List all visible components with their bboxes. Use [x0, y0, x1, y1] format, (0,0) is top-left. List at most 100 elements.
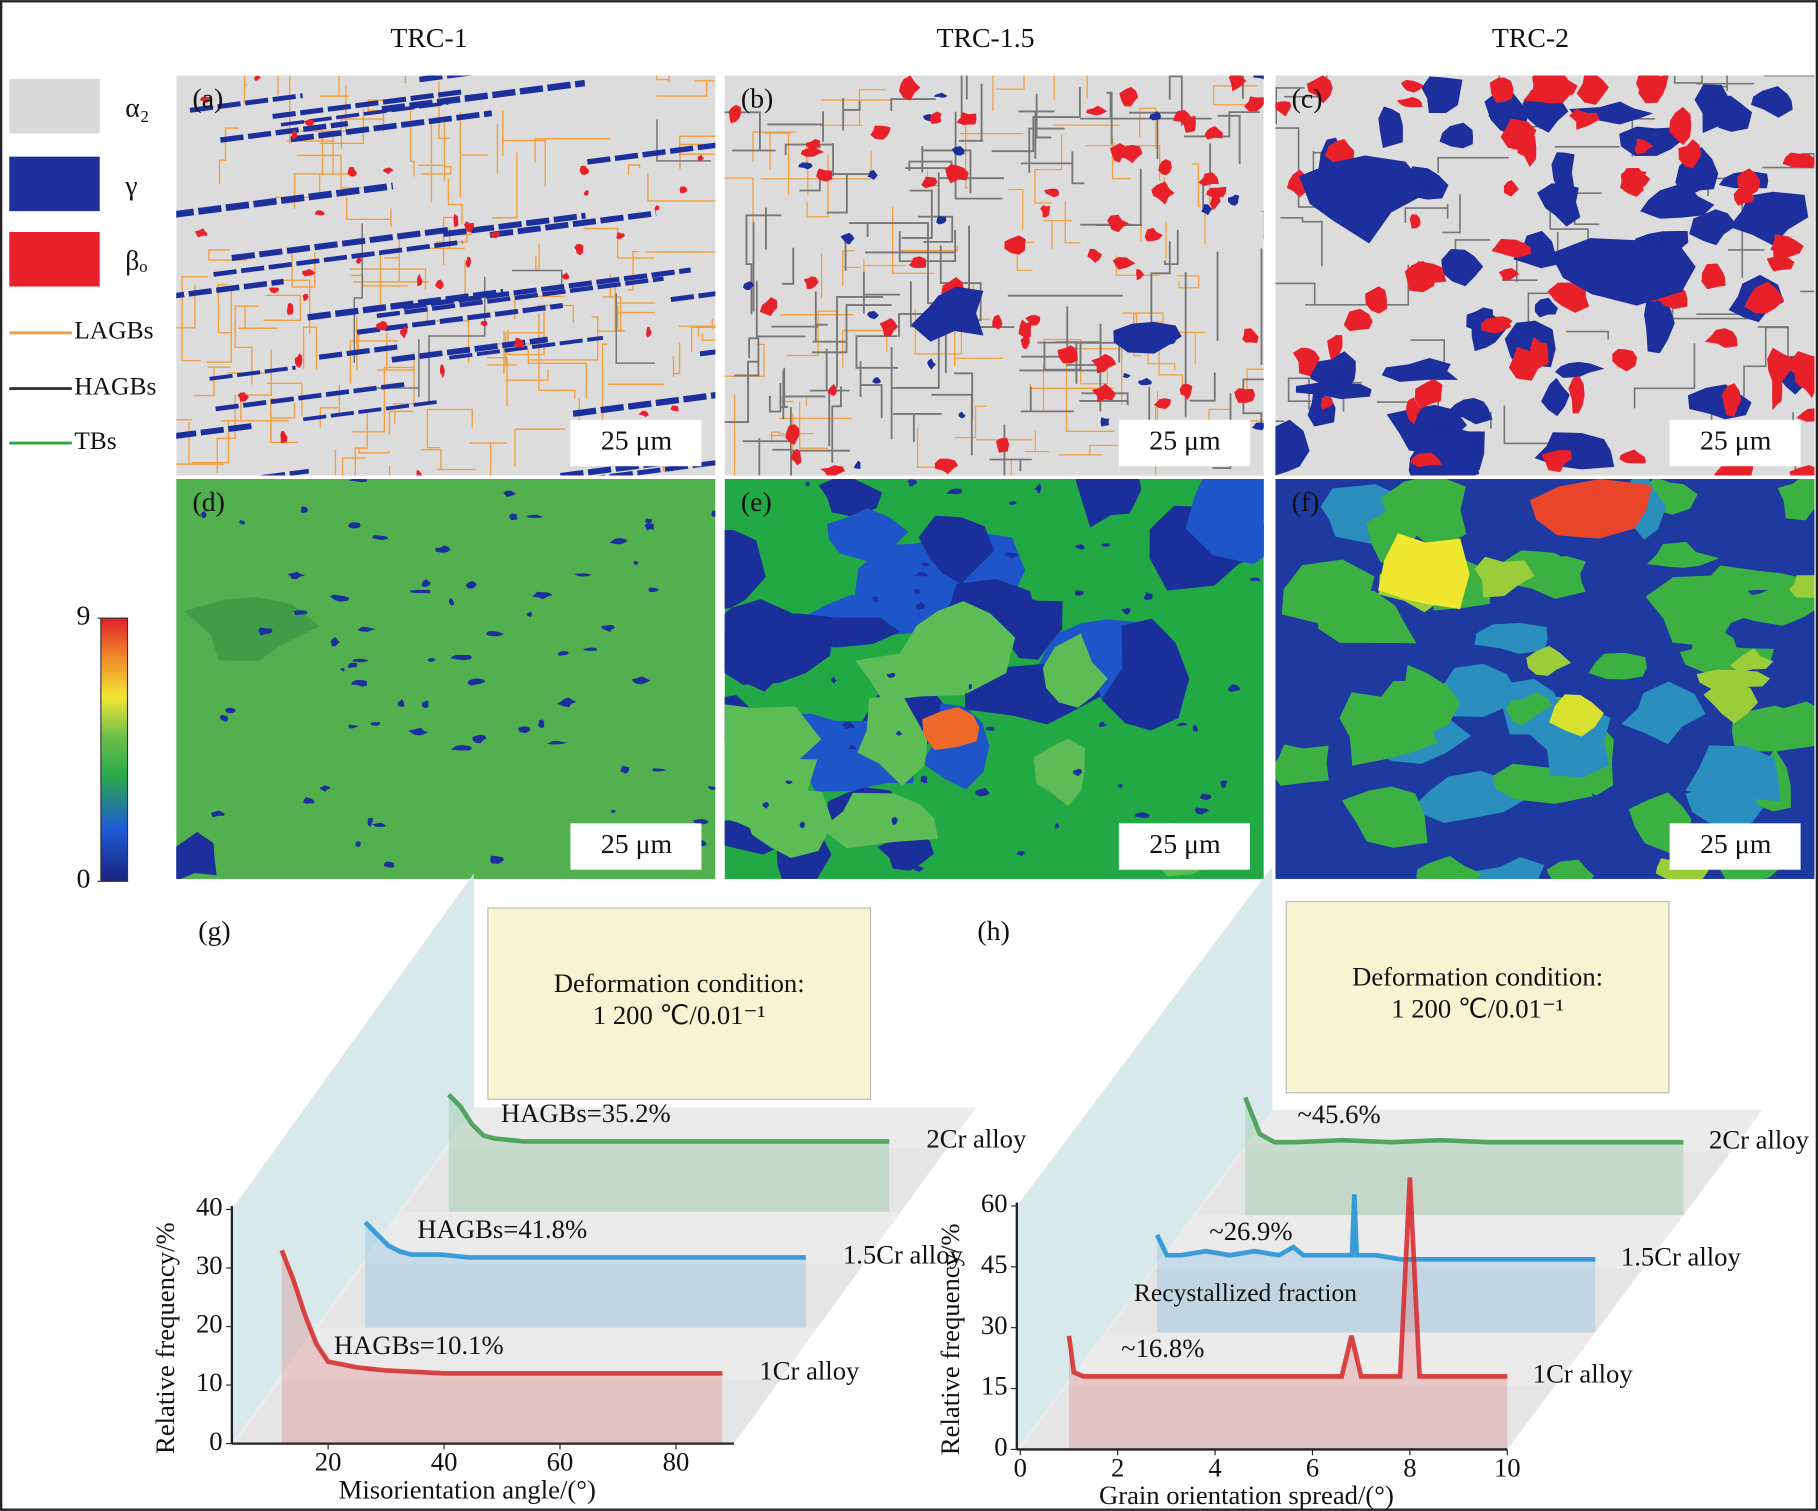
grain	[200, 510, 207, 519]
grain	[1737, 168, 1761, 196]
boundary	[627, 251, 640, 291]
grain	[1546, 859, 1595, 879]
grain	[1474, 556, 1535, 598]
condition-box	[487, 907, 872, 1100]
boundary	[353, 223, 363, 363]
grain	[821, 792, 939, 849]
scale-bar: 25 μm	[1700, 425, 1772, 456]
boundary	[724, 360, 759, 423]
boundary	[724, 111, 776, 152]
grain	[1206, 186, 1227, 199]
boundary	[349, 268, 427, 290]
series-area	[365, 1222, 806, 1328]
grain	[910, 286, 984, 342]
grain	[1327, 334, 1343, 361]
grain	[818, 478, 883, 518]
grain	[257, 627, 273, 636]
grain	[302, 293, 309, 302]
grain	[1645, 575, 1766, 647]
boundary	[291, 251, 316, 288]
grain	[526, 514, 544, 518]
grain	[1016, 851, 1026, 857]
boundary	[1150, 241, 1171, 322]
boundary	[206, 291, 233, 363]
grain	[1242, 328, 1259, 344]
boundary	[771, 323, 828, 328]
y-tick-label: 10	[196, 1367, 223, 1397]
boundary	[302, 326, 318, 370]
boundary	[1410, 339, 1446, 363]
grain	[1295, 382, 1372, 400]
ebsd-map	[724, 75, 1264, 476]
boundary	[176, 422, 224, 465]
grain	[376, 321, 388, 331]
grain	[1121, 608, 1131, 615]
boundary	[678, 135, 716, 157]
grain	[319, 785, 331, 792]
boundary	[421, 166, 452, 175]
panel-label: (b)	[741, 83, 773, 114]
boundary	[1020, 386, 1074, 413]
grain	[397, 698, 405, 707]
gamma-lamella	[213, 239, 463, 277]
grain	[370, 722, 381, 727]
grain	[1227, 194, 1240, 206]
boundary	[176, 284, 196, 329]
gamma-lamella	[176, 182, 394, 218]
grain	[711, 510, 716, 518]
grain	[654, 205, 660, 211]
boundary	[1242, 378, 1264, 423]
grain	[1107, 214, 1129, 233]
boundary	[819, 89, 886, 126]
scale-bar: 25 μm	[1149, 425, 1221, 456]
gamma-lamella	[220, 120, 349, 143]
grain	[1275, 101, 1292, 117]
grain	[1729, 191, 1809, 246]
boundary	[469, 442, 507, 476]
boundary	[1043, 220, 1072, 250]
grain	[877, 834, 934, 871]
scale-bar: 25 μm	[601, 425, 673, 456]
grain	[1275, 744, 1329, 786]
grain	[1275, 419, 1310, 476]
grain	[929, 111, 942, 124]
y-tick-label: 45	[981, 1249, 1008, 1279]
grain	[799, 821, 805, 829]
grain	[237, 392, 250, 402]
grain	[1444, 398, 1493, 425]
grain	[1380, 478, 1467, 551]
panel-label: (h)	[977, 916, 1009, 947]
x-tick-label: 0	[1014, 1452, 1027, 1482]
grain	[421, 700, 429, 709]
boundary	[1122, 312, 1164, 323]
boundary	[376, 332, 416, 371]
boundary	[426, 408, 473, 449]
series-line	[363, 1220, 806, 1260]
gamma-lamella	[209, 365, 296, 381]
boundary	[752, 131, 796, 170]
grain	[670, 405, 679, 412]
series-area	[448, 1094, 890, 1212]
grain	[1320, 396, 1333, 410]
grain	[1406, 397, 1421, 425]
panel-label: (g)	[198, 916, 230, 947]
grain	[465, 581, 477, 589]
grain	[1122, 373, 1131, 378]
series-name: 1Cr alloy	[759, 1355, 860, 1385]
boundary	[842, 250, 861, 286]
grain	[968, 683, 972, 690]
series-plane	[1020, 1385, 1554, 1450]
x-tick-label: 6	[1306, 1452, 1319, 1482]
series-note: HAGBs=10.1%	[334, 1330, 504, 1360]
grain	[1547, 282, 1590, 313]
boundary	[954, 372, 974, 420]
y-tick-label: 60	[981, 1188, 1008, 1218]
boundary	[358, 447, 390, 454]
grain	[1098, 721, 1108, 727]
grain	[1772, 370, 1783, 411]
boundary	[921, 146, 972, 194]
boundary	[1168, 75, 1183, 127]
grain	[724, 758, 818, 841]
grain	[1549, 694, 1604, 737]
grain	[1782, 152, 1815, 168]
